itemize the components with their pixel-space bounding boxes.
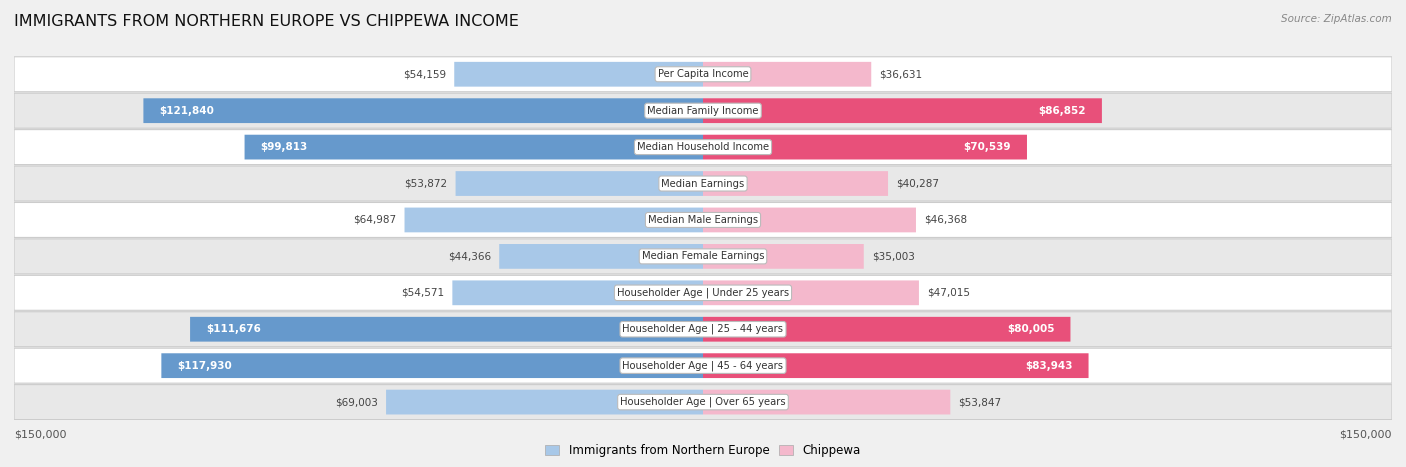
Text: Per Capita Income: Per Capita Income [658, 69, 748, 79]
Text: $53,847: $53,847 [959, 397, 1001, 407]
Text: $69,003: $69,003 [335, 397, 378, 407]
FancyBboxPatch shape [703, 207, 915, 233]
FancyBboxPatch shape [454, 62, 703, 87]
Text: $111,676: $111,676 [207, 324, 262, 334]
Text: $121,840: $121,840 [159, 106, 214, 116]
FancyBboxPatch shape [703, 98, 1102, 123]
Text: $83,943: $83,943 [1025, 361, 1073, 371]
Text: $86,852: $86,852 [1038, 106, 1085, 116]
Text: IMMIGRANTS FROM NORTHERN EUROPE VS CHIPPEWA INCOME: IMMIGRANTS FROM NORTHERN EUROPE VS CHIPP… [14, 14, 519, 29]
FancyBboxPatch shape [14, 239, 1392, 274]
Text: $54,159: $54,159 [404, 69, 446, 79]
FancyBboxPatch shape [245, 134, 703, 160]
FancyBboxPatch shape [14, 130, 1392, 164]
Text: $150,000: $150,000 [14, 430, 66, 439]
Text: Median Male Earnings: Median Male Earnings [648, 215, 758, 225]
FancyBboxPatch shape [499, 244, 703, 269]
FancyBboxPatch shape [14, 312, 1392, 347]
Text: $150,000: $150,000 [1340, 430, 1392, 439]
FancyBboxPatch shape [703, 280, 920, 305]
Text: $54,571: $54,571 [401, 288, 444, 298]
FancyBboxPatch shape [14, 93, 1392, 128]
Text: Householder Age | Over 65 years: Householder Age | Over 65 years [620, 397, 786, 407]
FancyBboxPatch shape [143, 98, 703, 123]
Text: Median Earnings: Median Earnings [661, 178, 745, 189]
Text: $40,287: $40,287 [896, 178, 939, 189]
FancyBboxPatch shape [703, 353, 1088, 378]
Text: $70,539: $70,539 [963, 142, 1011, 152]
Text: $47,015: $47,015 [927, 288, 970, 298]
FancyBboxPatch shape [14, 385, 1392, 419]
FancyBboxPatch shape [405, 207, 703, 233]
Text: $99,813: $99,813 [260, 142, 308, 152]
FancyBboxPatch shape [703, 244, 863, 269]
Legend: Immigrants from Northern Europe, Chippewa: Immigrants from Northern Europe, Chippew… [540, 439, 866, 462]
Text: $46,368: $46,368 [924, 215, 967, 225]
FancyBboxPatch shape [14, 166, 1392, 201]
FancyBboxPatch shape [453, 280, 703, 305]
FancyBboxPatch shape [703, 171, 889, 196]
Text: $53,872: $53,872 [405, 178, 447, 189]
FancyBboxPatch shape [703, 389, 950, 415]
Text: $80,005: $80,005 [1007, 324, 1054, 334]
Text: Householder Age | 45 - 64 years: Householder Age | 45 - 64 years [623, 361, 783, 371]
Text: $117,930: $117,930 [177, 361, 232, 371]
FancyBboxPatch shape [456, 171, 703, 196]
FancyBboxPatch shape [703, 134, 1026, 160]
Text: $35,003: $35,003 [872, 251, 915, 262]
FancyBboxPatch shape [703, 317, 1070, 342]
FancyBboxPatch shape [14, 348, 1392, 383]
FancyBboxPatch shape [14, 203, 1392, 237]
Text: Householder Age | Under 25 years: Householder Age | Under 25 years [617, 288, 789, 298]
FancyBboxPatch shape [14, 57, 1392, 92]
FancyBboxPatch shape [14, 276, 1392, 310]
FancyBboxPatch shape [190, 317, 703, 342]
Text: $44,366: $44,366 [449, 251, 491, 262]
Text: $36,631: $36,631 [879, 69, 922, 79]
Text: Source: ZipAtlas.com: Source: ZipAtlas.com [1281, 14, 1392, 24]
FancyBboxPatch shape [162, 353, 703, 378]
Text: Median Female Earnings: Median Female Earnings [641, 251, 765, 262]
Text: $64,987: $64,987 [353, 215, 396, 225]
FancyBboxPatch shape [703, 62, 872, 87]
Text: Median Household Income: Median Household Income [637, 142, 769, 152]
Text: Median Family Income: Median Family Income [647, 106, 759, 116]
Text: Householder Age | 25 - 44 years: Householder Age | 25 - 44 years [623, 324, 783, 334]
FancyBboxPatch shape [387, 389, 703, 415]
